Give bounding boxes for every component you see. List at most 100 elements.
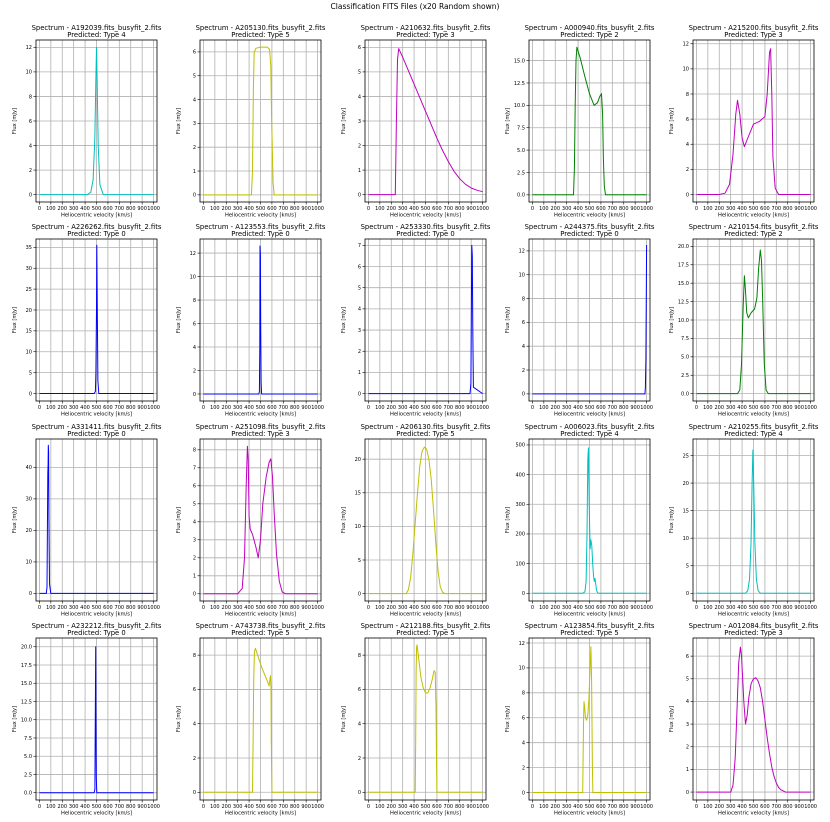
subplot-7: Spectrum - A123553.fits_busyfit_2.fitsPr… <box>176 223 326 418</box>
y-tick-label: 10.0 <box>21 718 32 724</box>
y-axis-label: Flux [mJy] <box>505 507 511 533</box>
x-tick-label: 900 <box>137 405 147 411</box>
x-tick-label: 900 <box>301 206 311 212</box>
x-tick-label: 200 <box>714 804 724 810</box>
x-tick-label: 100 <box>375 405 385 411</box>
x-tick-label: 200 <box>221 804 231 810</box>
x-tick-label: 400 <box>737 206 747 212</box>
y-tick-label: 10 <box>26 350 32 356</box>
x-tick-label: 800 <box>290 405 300 411</box>
subplot-subtitle: Predicted: Type 0 <box>560 230 618 238</box>
x-tick-label: 200 <box>221 605 231 611</box>
y-tick-label: 10 <box>519 666 525 672</box>
x-tick-label: 600 <box>760 605 770 611</box>
subplot-20: Spectrum - A012084.fits_busyfit_2.fitsPr… <box>669 622 819 817</box>
y-tick-label: 10 <box>683 536 689 542</box>
x-tick-label: 700 <box>444 405 454 411</box>
x-tick-label: 1000 <box>640 804 653 810</box>
subplot-14: Spectrum - A006023.fits_busyfit_2.fitsPr… <box>505 423 655 618</box>
y-tick-label: 6 <box>522 320 525 326</box>
x-tick-label: 300 <box>69 804 79 810</box>
x-tick-label: 1000 <box>640 605 653 611</box>
x-axis-label: Heliocentric velocity [km/s] <box>390 612 461 618</box>
figure-title: Classification FITS Files (x20 Random sh… <box>330 2 500 11</box>
subplot-title: Spectrum - A210154.fits_busyfit_2.fits <box>689 223 819 231</box>
x-tick-label: 700 <box>115 605 125 611</box>
y-tick-label: 7.5 <box>24 736 32 742</box>
x-tick-label: 900 <box>466 605 476 611</box>
subplot-18: Spectrum - A212188.fits_busyfit_2.fitsPr… <box>341 622 491 817</box>
x-tick-label: 1000 <box>804 206 817 212</box>
x-tick-label: 600 <box>432 206 442 212</box>
series-line <box>532 244 648 395</box>
x-tick-label: 800 <box>290 804 300 810</box>
y-tick-label: 15 <box>26 329 32 335</box>
y-tick-label: 30 <box>26 266 32 272</box>
x-tick-label: 500 <box>256 405 266 411</box>
x-tick-label: 1000 <box>311 605 324 611</box>
subplot-subtitle: Predicted: Type 3 <box>231 430 289 438</box>
y-axis-label: Flux [mJy] <box>505 706 511 732</box>
x-tick-label: 600 <box>103 605 113 611</box>
y-tick-label: 4 <box>358 307 361 313</box>
x-tick-label: 1000 <box>147 804 160 810</box>
x-tick-label: 500 <box>92 206 102 212</box>
x-tick-label: 400 <box>244 405 254 411</box>
y-tick-label: 2 <box>29 168 32 174</box>
y-tick-label: 4 <box>29 143 32 149</box>
y-tick-label: 8 <box>522 296 525 302</box>
x-tick-label: 800 <box>783 605 793 611</box>
x-tick-label: 700 <box>115 405 125 411</box>
x-tick-label: 0 <box>695 804 698 810</box>
y-tick-label: 0.0 <box>24 791 32 797</box>
x-tick-label: 700 <box>608 405 618 411</box>
x-tick-label: 300 <box>726 206 736 212</box>
x-tick-label: 900 <box>794 804 804 810</box>
y-tick-label: 6 <box>193 321 196 327</box>
x-tick-label: 300 <box>562 605 572 611</box>
x-tick-label: 700 <box>608 206 618 212</box>
x-tick-label: 500 <box>585 605 595 611</box>
y-tick-label: 2.5 <box>24 772 32 778</box>
y-tick-label: 5.0 <box>24 754 32 760</box>
subplot-title: Spectrum - A205130.fits_busyfit_2.fits <box>196 24 326 32</box>
subplot-title: Spectrum - A743738.fits_busyfit_2.fits <box>196 622 326 630</box>
x-tick-label: 500 <box>92 804 102 810</box>
y-tick-label: 10 <box>26 560 32 566</box>
x-tick-label: 800 <box>783 804 793 810</box>
x-tick-label: 1000 <box>311 804 324 810</box>
y-tick-label: 0 <box>358 192 361 198</box>
subplot-16: Spectrum - A232212.fits_busyfit_2.fitsPr… <box>12 622 162 817</box>
x-tick-label: 400 <box>244 605 254 611</box>
x-tick-label: 0 <box>38 804 41 810</box>
x-tick-label: 200 <box>57 804 67 810</box>
y-tick-label: 20 <box>683 481 689 487</box>
x-tick-label: 400 <box>573 804 583 810</box>
x-axis-label: Heliocentric velocity [km/s] <box>61 811 132 817</box>
subplot-title: Spectrum - A253330.fits_busyfit_2.fits <box>361 223 491 231</box>
subplot-15: Spectrum - A210255.fits_busyfit_2.fitsPr… <box>669 423 819 618</box>
y-tick-label: 30 <box>26 497 32 503</box>
x-tick-label: 100 <box>539 405 549 411</box>
x-tick-label: 900 <box>466 405 476 411</box>
subplot-title: Spectrum - A226262.fits_busyfit_2.fits <box>32 223 162 231</box>
y-tick-label: 2 <box>522 368 525 374</box>
x-tick-label: 700 <box>279 405 289 411</box>
x-tick-label: 600 <box>103 804 113 810</box>
y-tick-label: 4 <box>193 722 196 728</box>
y-tick-label: 4 <box>193 520 196 526</box>
y-tick-label: 4 <box>522 740 525 746</box>
y-tick-label: 6 <box>358 45 361 51</box>
y-tick-label: 20.0 <box>21 645 32 651</box>
y-tick-label: 4 <box>358 94 361 100</box>
y-tick-label: 10.0 <box>678 318 689 324</box>
y-tick-label: 3 <box>358 119 361 125</box>
series-line <box>532 447 647 594</box>
series-line <box>39 244 154 394</box>
x-tick-label: 700 <box>608 804 618 810</box>
subplot-subtitle: Predicted: Type 3 <box>724 31 782 39</box>
y-tick-label: 15.0 <box>678 281 689 287</box>
x-tick-label: 400 <box>737 804 747 810</box>
y-tick-label: 7.5 <box>517 126 525 132</box>
x-tick-label: 900 <box>301 605 311 611</box>
